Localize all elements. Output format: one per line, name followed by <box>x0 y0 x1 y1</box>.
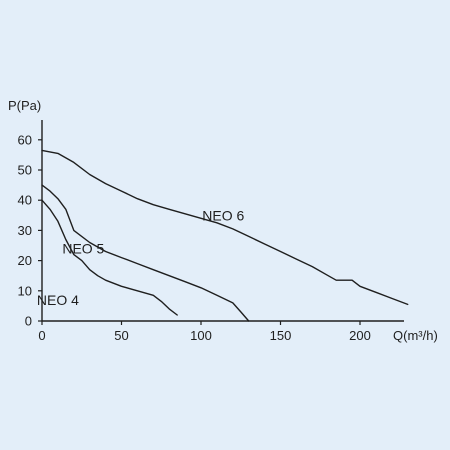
x-tick-label: 150 <box>270 328 292 343</box>
y-tick-label: 0 <box>25 314 32 329</box>
curves <box>41 149 409 322</box>
labels: P(Pa) Q(m³/h) NEO 4 NEO 5 NEO 6 <box>8 98 438 343</box>
y-tick-label: 40 <box>18 193 32 208</box>
y-tick-label: 20 <box>18 253 32 268</box>
series-label-neo-4: NEO 4 <box>37 292 79 308</box>
curve-neo-6 <box>41 149 409 306</box>
y-tick-label: 60 <box>18 132 32 147</box>
y-tick-label: 30 <box>18 223 32 238</box>
y-tick-label: 10 <box>18 283 32 298</box>
series-label-neo-6: NEO 6 <box>202 207 244 223</box>
x-tick-label: 50 <box>114 328 128 343</box>
x-tick-label: 200 <box>349 328 371 343</box>
x-tick-label: 100 <box>190 328 212 343</box>
curve-neo-5 <box>41 184 250 322</box>
y-tick-label: 50 <box>18 163 32 178</box>
x-tick-label: 0 <box>38 328 45 343</box>
series-label-neo-5: NEO 5 <box>62 241 104 257</box>
x-axis-title: Q(m³/h) <box>393 328 438 343</box>
ticks: 0 50 100 150 200 0 10 20 30 40 50 60 <box>18 132 371 343</box>
y-axis-title: P(Pa) <box>8 98 41 113</box>
curve-neo-4 <box>41 199 178 316</box>
